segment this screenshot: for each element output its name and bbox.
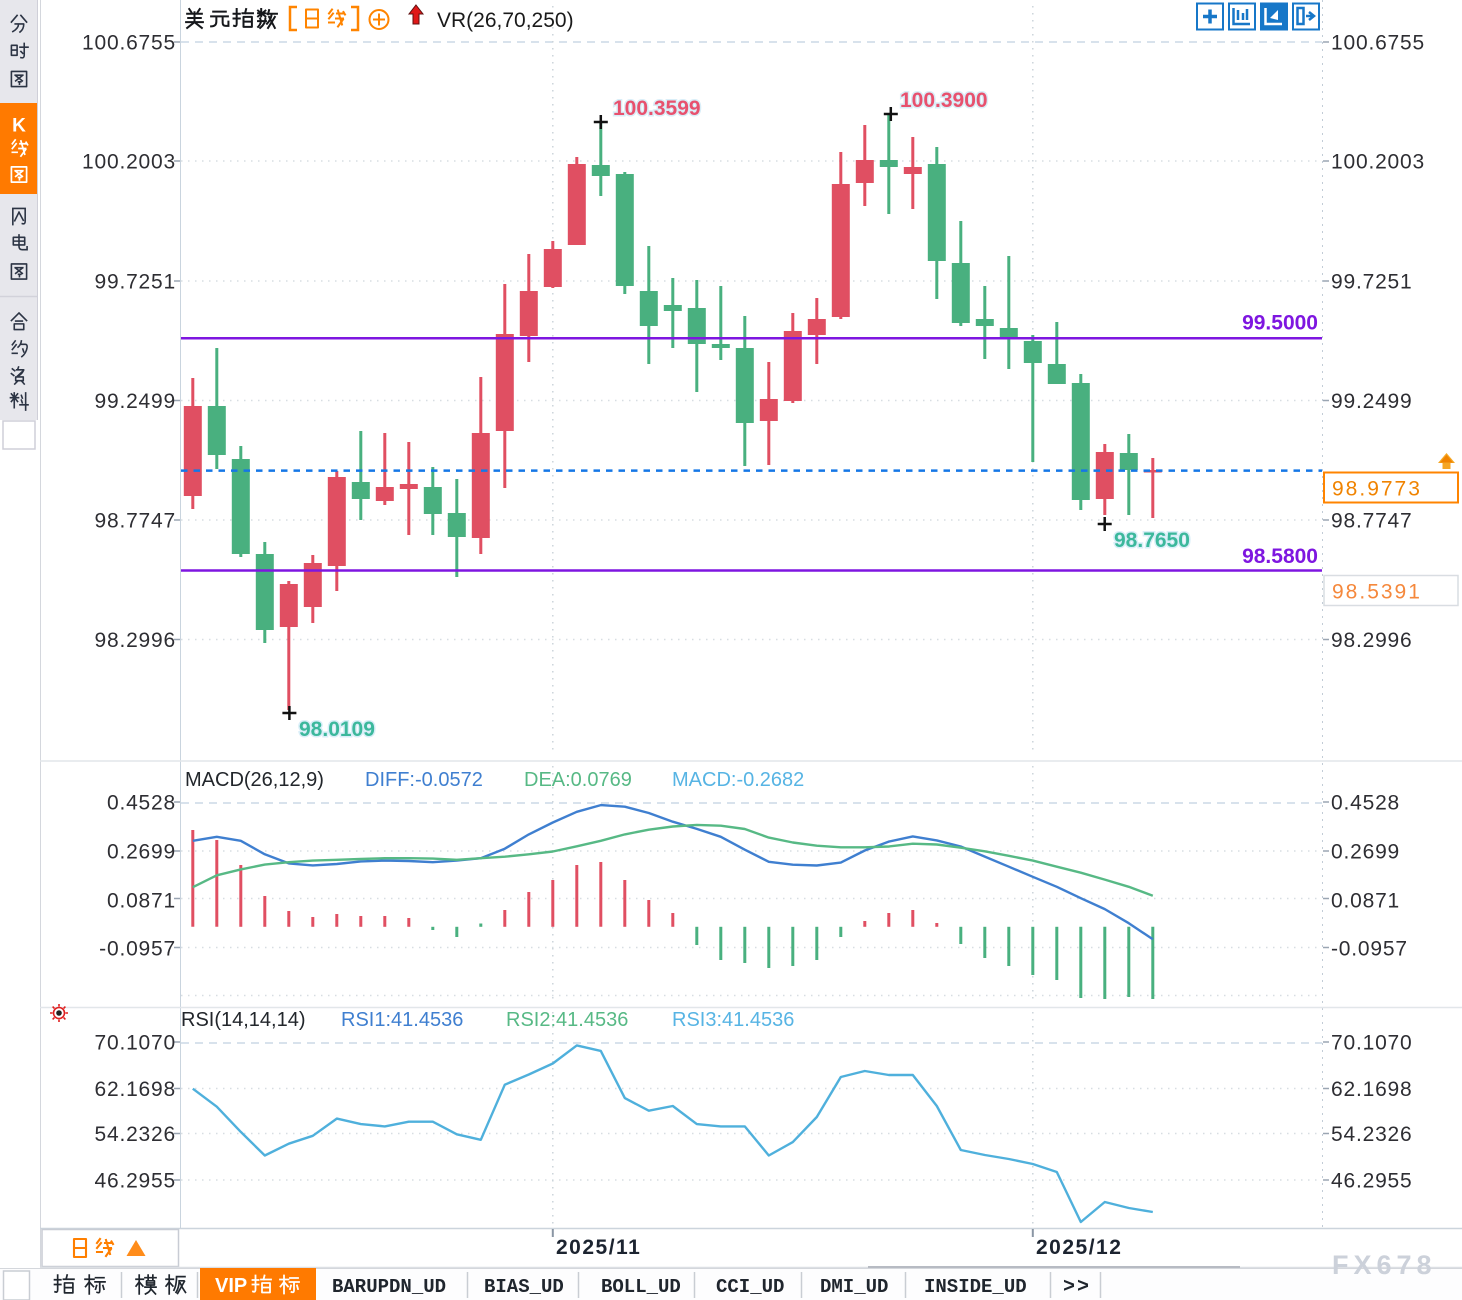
svg-text:62.1698: 62.1698 xyxy=(94,1078,176,1101)
svg-text:98.2996: 98.2996 xyxy=(1331,629,1413,652)
svg-text:100.6755: 100.6755 xyxy=(1331,32,1425,55)
svg-text:100.3900: 100.3900 xyxy=(900,89,988,112)
svg-text:100.2003: 100.2003 xyxy=(82,151,176,174)
svg-text:98.5391: 98.5391 xyxy=(1332,581,1422,604)
svg-text:0.0871: 0.0871 xyxy=(107,890,176,913)
svg-text:RSI1:41.4536: RSI1:41.4536 xyxy=(341,1009,463,1031)
svg-text:BOLL_UD: BOLL_UD xyxy=(601,1276,681,1298)
svg-text:MACD(26,12,9): MACD(26,12,9) xyxy=(185,769,324,791)
svg-text:70.1070: 70.1070 xyxy=(94,1032,176,1055)
svg-text:VR(26,70,250): VR(26,70,250) xyxy=(437,9,574,32)
svg-text:CCI_UD: CCI_UD xyxy=(716,1276,784,1298)
svg-text:RSI2:41.4536: RSI2:41.4536 xyxy=(506,1009,628,1031)
svg-text:-0.0957: -0.0957 xyxy=(1331,938,1408,961)
svg-text:99.2499: 99.2499 xyxy=(1331,390,1413,413)
svg-text:0.4528: 0.4528 xyxy=(107,792,176,815)
svg-text:RSI3:41.4536: RSI3:41.4536 xyxy=(672,1009,794,1031)
svg-text:99.7251: 99.7251 xyxy=(94,271,176,294)
svg-text:46.2955: 46.2955 xyxy=(94,1170,176,1193)
svg-text:0.2699: 0.2699 xyxy=(1331,841,1400,864)
svg-text:RSI(14,14,14): RSI(14,14,14) xyxy=(181,1009,306,1031)
svg-text:DMI_UD: DMI_UD xyxy=(820,1276,888,1298)
svg-text:54.2326: 54.2326 xyxy=(1331,1123,1413,1146)
svg-text:-0.0957: -0.0957 xyxy=(99,938,176,961)
svg-text:100.6755: 100.6755 xyxy=(82,32,176,55)
svg-text:100.3599: 100.3599 xyxy=(613,97,701,120)
svg-text:K: K xyxy=(12,116,26,137)
svg-text:46.2955: 46.2955 xyxy=(1331,1170,1413,1193)
svg-text:54.2326: 54.2326 xyxy=(94,1123,176,1146)
svg-text:0.4528: 0.4528 xyxy=(1331,792,1400,815)
svg-text:70.1070: 70.1070 xyxy=(1331,1032,1413,1055)
svg-text:MACD:-0.2682: MACD:-0.2682 xyxy=(672,769,804,791)
svg-text:98.9773: 98.9773 xyxy=(1332,478,1422,501)
svg-text:100.2003: 100.2003 xyxy=(1331,151,1425,174)
svg-text:98.5800: 98.5800 xyxy=(1242,545,1318,568)
svg-text:98.2996: 98.2996 xyxy=(94,629,176,652)
svg-text:BIAS_UD: BIAS_UD xyxy=(484,1276,564,1298)
svg-text:DIFF:-0.0572: DIFF:-0.0572 xyxy=(365,769,483,791)
svg-text:62.1698: 62.1698 xyxy=(1331,1078,1413,1101)
svg-text:INSIDE_UD: INSIDE_UD xyxy=(924,1276,1027,1298)
svg-text:VIP: VIP xyxy=(215,1275,247,1297)
svg-text:0.0871: 0.0871 xyxy=(1331,890,1400,913)
svg-text:99.5000: 99.5000 xyxy=(1242,312,1318,335)
svg-text:2025/12: 2025/12 xyxy=(1036,1236,1122,1259)
svg-text:2025/11: 2025/11 xyxy=(556,1236,641,1259)
svg-text:0.2699: 0.2699 xyxy=(107,841,176,864)
svg-text:FX678: FX678 xyxy=(1332,1250,1437,1280)
svg-text:98.7747: 98.7747 xyxy=(94,510,176,533)
svg-text:99.2499: 99.2499 xyxy=(94,390,176,413)
svg-text:BARUPDN_UD: BARUPDN_UD xyxy=(332,1276,446,1298)
svg-text:>>: >> xyxy=(1063,1276,1091,1299)
svg-text:98.7747: 98.7747 xyxy=(1331,510,1413,533)
svg-text:DEA:0.0769: DEA:0.0769 xyxy=(524,769,632,791)
svg-text:98.0109: 98.0109 xyxy=(299,718,375,741)
svg-text:99.7251: 99.7251 xyxy=(1331,271,1413,294)
svg-text:98.7650: 98.7650 xyxy=(1114,529,1190,552)
